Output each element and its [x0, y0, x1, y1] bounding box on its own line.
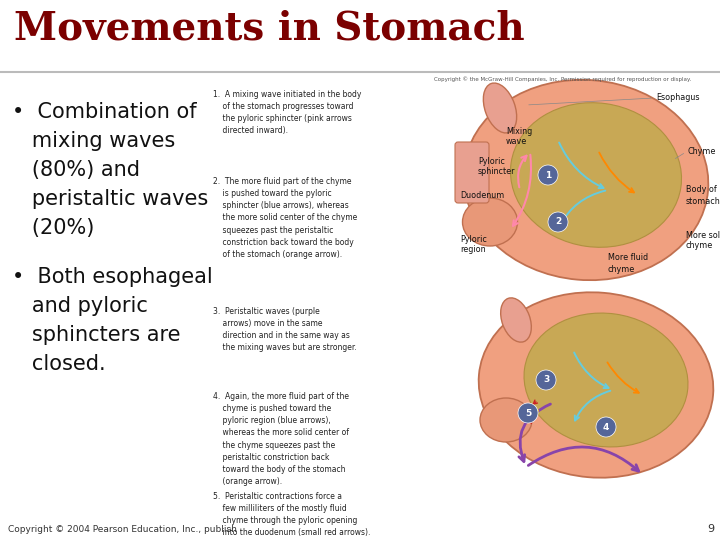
Text: Pyloric: Pyloric [478, 158, 505, 166]
Text: 9: 9 [707, 524, 714, 534]
Ellipse shape [483, 83, 517, 133]
Text: Mixing: Mixing [506, 127, 532, 137]
Text: 1: 1 [545, 171, 551, 179]
Text: •  Both esophageal: • Both esophageal [12, 267, 212, 287]
Ellipse shape [462, 198, 518, 246]
Ellipse shape [464, 80, 708, 280]
Text: wave: wave [506, 138, 527, 146]
Circle shape [548, 212, 568, 232]
Text: peristaltic waves: peristaltic waves [12, 189, 208, 209]
Text: 2.  The more fluid part of the chyme
    is pushed toward the pyloric
    sphinc: 2. The more fluid part of the chyme is p… [213, 177, 357, 259]
Circle shape [538, 165, 558, 185]
Text: sphincter: sphincter [478, 167, 516, 177]
Ellipse shape [479, 292, 714, 478]
Text: and pyloric: and pyloric [12, 296, 148, 316]
Text: 5: 5 [525, 408, 531, 417]
Text: region: region [460, 246, 485, 254]
Text: Copyright © the McGraw-Hill Companies, Inc. Permission required for reproduction: Copyright © the McGraw-Hill Companies, I… [434, 76, 691, 82]
FancyBboxPatch shape [455, 142, 489, 203]
Text: Esophagus: Esophagus [656, 93, 700, 103]
Text: 3.  Peristaltic waves (purple
    arrows) move in the same
    direction and in : 3. Peristaltic waves (purple arrows) mov… [213, 307, 356, 353]
Text: Copyright © 2004 Pearson Education, Inc., publish: Copyright © 2004 Pearson Education, Inc.… [8, 525, 237, 534]
Circle shape [518, 403, 538, 423]
Ellipse shape [480, 398, 532, 442]
Text: Movements in Stomach: Movements in Stomach [14, 10, 525, 48]
Text: More solid: More solid [686, 231, 720, 240]
Text: 4: 4 [603, 422, 609, 431]
Text: Pyloric: Pyloric [460, 235, 487, 245]
Text: Body of: Body of [686, 186, 716, 194]
Text: sphincters are: sphincters are [12, 325, 181, 345]
Text: 3: 3 [543, 375, 549, 384]
Text: stomach: stomach [686, 198, 720, 206]
Text: Chyme: Chyme [688, 147, 716, 157]
Text: 4.  Again, the more fluid part of the
    chyme is pushed toward the
    pyloric: 4. Again, the more fluid part of the chy… [213, 392, 349, 486]
Ellipse shape [510, 103, 682, 247]
Text: closed.: closed. [12, 354, 106, 374]
Text: More fluid: More fluid [608, 253, 648, 262]
Text: •  Combination of: • Combination of [12, 102, 197, 122]
Text: 1.  A mixing wave initiated in the body
    of the stomach progresses toward
   : 1. A mixing wave initiated in the body o… [213, 90, 361, 136]
Text: Duodenum: Duodenum [460, 191, 504, 199]
Text: chyme: chyme [686, 241, 714, 251]
Circle shape [536, 370, 556, 390]
Ellipse shape [524, 313, 688, 447]
Text: (20%): (20%) [12, 218, 94, 238]
Ellipse shape [500, 298, 531, 342]
Text: (80%) and: (80%) and [12, 160, 140, 180]
Circle shape [596, 417, 616, 437]
Text: chyme: chyme [608, 266, 635, 274]
Text: mixing waves: mixing waves [12, 131, 175, 151]
Text: 5.  Peristaltic contractions force a
    few milliliters of the mostly fluid
   : 5. Peristaltic contractions force a few … [213, 492, 371, 540]
Text: 2: 2 [555, 218, 561, 226]
